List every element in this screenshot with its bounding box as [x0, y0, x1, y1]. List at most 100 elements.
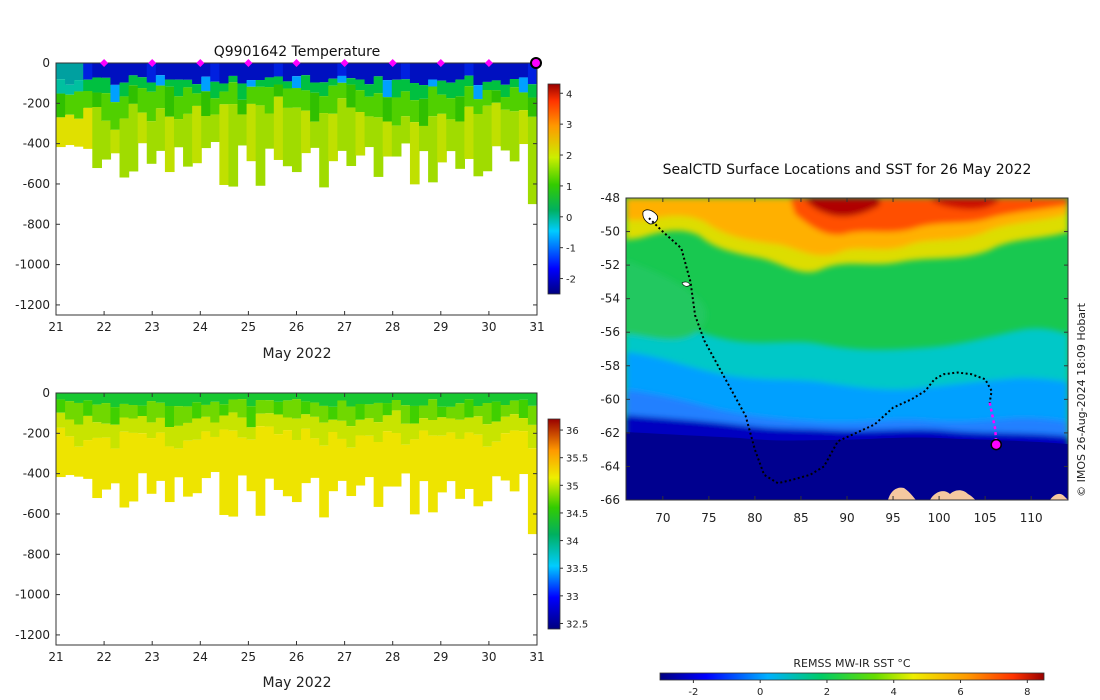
profile-cell — [310, 393, 320, 403]
profile-cell — [419, 125, 429, 152]
y-tick-label: -56 — [600, 325, 620, 339]
profile-cell — [210, 81, 220, 99]
profile-cell — [301, 401, 311, 415]
profile-cell — [328, 113, 338, 162]
profile-cell — [255, 80, 266, 87]
profile-cell — [455, 96, 465, 122]
profile-cell — [500, 109, 511, 151]
profile-cell — [319, 405, 329, 423]
profile-cell — [237, 63, 248, 84]
profile-cell — [137, 112, 148, 144]
profile-cell — [310, 121, 320, 148]
x-tick-label: 28 — [385, 320, 400, 334]
profile-cell — [455, 63, 465, 80]
profile-cell — [128, 75, 139, 86]
profile-cell — [446, 119, 456, 152]
profile-cell — [319, 113, 329, 188]
profile-cell — [74, 80, 84, 92]
y-tick-label: -200 — [23, 96, 50, 110]
profile-cell — [382, 431, 393, 487]
profile-cell — [310, 402, 320, 417]
profile-cell — [246, 103, 257, 162]
profile-cell — [328, 419, 338, 432]
profile-cell — [101, 437, 112, 490]
profile-cell — [228, 430, 239, 517]
profile-cell — [364, 63, 375, 85]
profile-cell — [491, 102, 502, 147]
profile-cell — [201, 393, 211, 405]
colorbar-tick-label: 8 — [1024, 687, 1030, 698]
profile-cell — [473, 434, 484, 507]
current-position-marker — [990, 438, 1002, 451]
temperature-profile-markers — [100, 57, 542, 69]
profile-cell — [446, 82, 456, 99]
profile-cell — [219, 63, 230, 84]
profile-cell — [273, 76, 284, 85]
profile-cell — [491, 401, 502, 422]
profile-cell — [382, 80, 393, 98]
profile-cell — [119, 417, 130, 432]
profile-cell — [446, 432, 456, 482]
x-tick-label: 24 — [193, 320, 208, 334]
profile-cell — [301, 75, 311, 91]
y-tick-label: -400 — [23, 137, 50, 151]
profile-cell — [373, 393, 384, 403]
profile-cell — [219, 91, 230, 105]
profile-cell — [400, 405, 411, 424]
profile-cell — [364, 116, 375, 148]
profile-cell — [128, 418, 139, 433]
profile-cell — [273, 434, 284, 490]
profile-cell — [455, 438, 465, 499]
profile-cell — [419, 98, 429, 126]
x-tick-label: 85 — [793, 511, 808, 525]
salinity-heatmap — [56, 393, 537, 535]
profile-cell — [346, 393, 357, 407]
profile-cell — [301, 414, 311, 429]
profile-cell — [65, 84, 75, 95]
profile-cell — [428, 420, 438, 436]
profile-cell — [446, 98, 456, 120]
profile-cell — [364, 418, 375, 436]
profile-cell — [337, 400, 348, 421]
profile-cell — [146, 91, 157, 122]
profile-cell — [428, 399, 438, 421]
profile-marker — [196, 59, 205, 67]
profile-cell — [56, 412, 66, 428]
profile-cell — [183, 406, 193, 423]
y-tick-label: -600 — [23, 177, 50, 191]
profile-cell — [65, 114, 75, 146]
profile-cell — [183, 63, 193, 80]
x-tick-label: 23 — [145, 320, 160, 334]
profile-cell — [319, 422, 329, 446]
profile-cell — [237, 83, 248, 100]
y-tick-label: -58 — [600, 359, 620, 373]
profile-cell — [464, 63, 475, 76]
profile-cell — [310, 438, 320, 478]
profile-cell — [428, 393, 438, 400]
profile-cell — [355, 63, 366, 80]
profile-marker — [148, 59, 157, 67]
profile-cell — [500, 416, 511, 434]
profile-cell — [210, 401, 220, 423]
profile-cell — [455, 403, 465, 420]
salinity-panel: 0 -200 -400 -600 -800 -1000 -1200 21 22 23 24 25 26… — [15, 386, 588, 691]
sst-map-y-axis: -48 -50 -52 -54 -56 -58 -60 -62 -64 -66 — [600, 191, 1068, 507]
profile-cell — [310, 92, 320, 122]
profile-cell — [110, 448, 121, 484]
profile-cell — [364, 404, 375, 419]
profile-cell — [509, 79, 520, 88]
profile-cell — [482, 105, 493, 172]
sst-map-x-axis: 70 75 80 85 90 95 100 105 110 — [655, 198, 1043, 525]
recent-seal-track — [988, 402, 998, 444]
profile-cell — [364, 393, 375, 405]
profile-cell — [155, 393, 166, 403]
colorbar-tick-label: 32.5 — [566, 619, 588, 630]
land-patch — [888, 487, 916, 500]
salinity-y-axis: 0 -200 -400 -600 -800 -1000 -1200 — [15, 386, 537, 642]
x-tick-label: 30 — [481, 650, 496, 664]
profile-cell — [128, 393, 139, 406]
profile-cell — [355, 435, 366, 486]
profile-cell — [228, 399, 239, 413]
profile-cell — [192, 439, 202, 494]
profile-cell — [500, 393, 511, 406]
